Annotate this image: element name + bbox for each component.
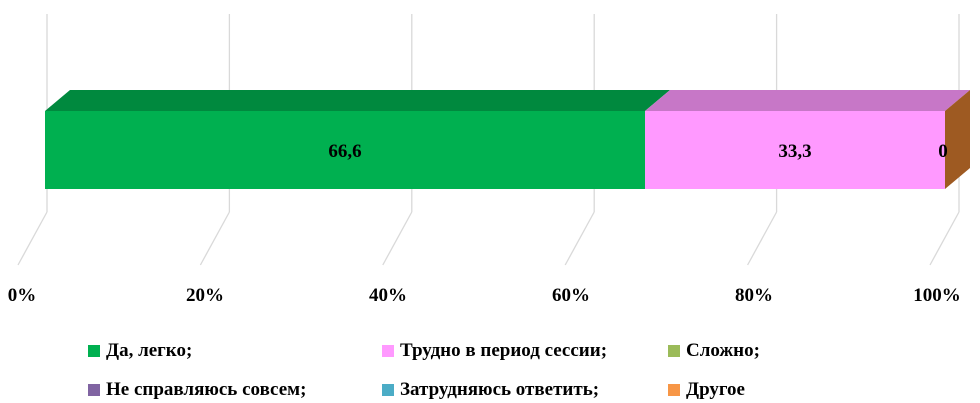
legend-item-drugoe: Другое <box>668 379 745 401</box>
x-tick-label: 100% <box>913 285 961 306</box>
legend-swatch <box>668 384 680 396</box>
bar-top-face <box>45 90 670 111</box>
legend: Да, легко; Трудно в период сессии; Сложн… <box>0 336 980 403</box>
legend-label: Сложно; <box>686 340 760 361</box>
stacked-bar-chart: 66,6 33,3 0 0% 20% 40% 60% 80% 100% <box>8 14 970 306</box>
gridline-floor <box>747 211 778 266</box>
legend-label: Да, легко; <box>106 340 193 361</box>
legend-item-da-legko: Да, легко; <box>88 340 192 362</box>
gridline-floor <box>199 211 230 266</box>
bar-segment <box>45 111 645 189</box>
legend-item-ne-spravlyayus-sovsem: Не справляюсь совсем; <box>88 379 306 401</box>
data-labels: 66,6 33,3 0 <box>328 141 947 162</box>
data-label: 0 <box>938 141 948 162</box>
x-tick-label: 60% <box>552 285 590 306</box>
x-tick-label: 80% <box>735 285 773 306</box>
legend-item-slozhno: Сложно; <box>668 340 760 362</box>
legend-label: Не справляюсь совсем; <box>106 379 307 400</box>
x-tick-label: 40% <box>369 285 407 306</box>
legend-swatch <box>88 384 100 396</box>
legend-label: Другое <box>686 379 745 400</box>
legend-swatch <box>382 384 394 396</box>
legend-label: Затрудняюсь ответить; <box>400 379 600 400</box>
legend-item-trudno-v-period-sessii: Трудно в период сессии; <box>382 340 607 362</box>
x-tick-label: 0% <box>8 285 37 306</box>
bar-top-face <box>645 90 970 111</box>
gridline-floor <box>929 211 960 266</box>
bar-end-face <box>945 90 970 189</box>
legend-label: Трудно в период сессии; <box>400 340 608 361</box>
gridline-floor <box>17 211 48 266</box>
data-label: 33,3 <box>778 141 811 162</box>
bar-segments <box>45 90 970 189</box>
x-tick-label: 20% <box>186 285 224 306</box>
x-axis-ticks: 0% 20% 40% 60% 80% 100% <box>8 285 961 306</box>
legend-swatch <box>382 345 394 357</box>
gridline-floor <box>382 211 413 266</box>
gridline-floor <box>564 211 595 266</box>
bar-segment <box>645 111 945 189</box>
legend-swatch <box>668 345 680 357</box>
legend-item-zatrudnyayus-otvetit: Затрудняюсь ответить; <box>382 379 599 401</box>
data-label: 66,6 <box>328 141 361 162</box>
legend-swatch <box>88 345 100 357</box>
